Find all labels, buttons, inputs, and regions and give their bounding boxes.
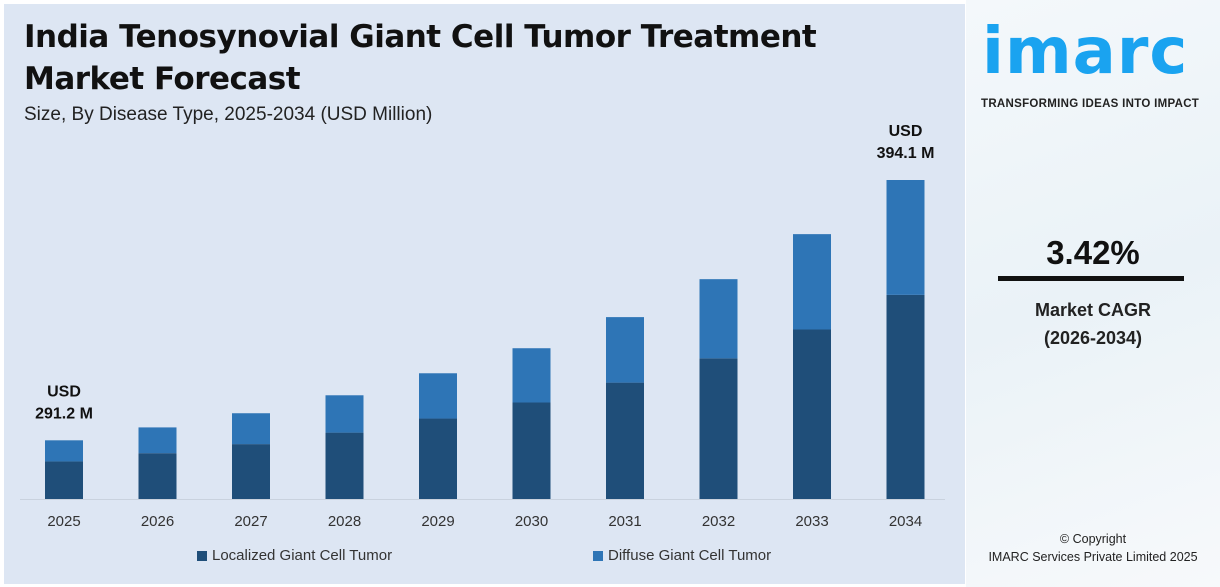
chart-subtitle: Size, By Disease Type, 2025-2034 (USD Mi…: [24, 104, 433, 125]
total-annotation: USD: [889, 123, 923, 140]
x-tick-label: 2028: [328, 513, 361, 530]
bar-localized-2026: [138, 453, 177, 499]
cagr-period: (2026-2034): [1043, 328, 1143, 348]
bar-diffuse-2026: [138, 427, 177, 454]
side-panel: imarc TRANSFORMING IDEAS INTO IMPACT 3.4…: [966, 0, 1220, 587]
bar-localized-2032: [699, 358, 738, 499]
total-annotation: USD: [47, 383, 81, 400]
copyright: © Copyright IMARC Services Private Limit…: [966, 530, 1220, 566]
imarc-logo: imarc: [982, 15, 1189, 89]
x-tick-label: 2030: [515, 513, 548, 530]
legend-item-localized: Localized Giant Cell Tumor: [197, 547, 392, 564]
legend-item-diffuse: Diffuse Giant Cell Tumor: [593, 547, 771, 564]
legend-swatch: [197, 550, 207, 561]
x-tick-label: 2027: [234, 513, 267, 530]
bar-localized-2029: [419, 418, 457, 499]
legend-label: Localized Giant Cell Tumor: [212, 547, 393, 564]
bar-localized-2034: [886, 294, 925, 499]
bar-diffuse-2030: [512, 348, 551, 403]
legend-label: Diffuse Giant Cell Tumor: [608, 547, 772, 564]
x-tick-label: 2029: [421, 513, 454, 530]
bar-diffuse-2027: [232, 413, 270, 445]
x-tick-label: 2032: [702, 513, 735, 530]
bar-diffuse-2033: [793, 234, 831, 330]
bar-diffuse-2028: [325, 395, 364, 433]
x-tick-label: 2031: [608, 513, 641, 530]
bar-localized-2030: [512, 402, 551, 499]
cagr-value: 3.42%: [1046, 234, 1140, 271]
copyright-text: © Copyright: [1059, 532, 1127, 546]
bar-localized-2033: [793, 329, 831, 499]
bar-diffuse-2034: [886, 180, 925, 295]
stacked-bar-chart: 2025 USD 291.2 M 2026 2027 2028 2029 2030 2031 20…: [20, 123, 945, 530]
total-annotation: 394.1 M: [877, 145, 935, 162]
bar-diffuse-2025: [45, 440, 83, 462]
chart-title: India Tenosynovial Giant Cell Tumor Trea…: [24, 19, 817, 97]
bar-diffuse-2031: [606, 317, 644, 383]
legend-swatch: [593, 550, 603, 561]
x-tick-label: 2025: [47, 513, 80, 530]
x-tick-label: 2026: [141, 513, 174, 530]
x-tick-label: 2033: [795, 513, 828, 530]
company-name: IMARC Services Private Limited 2025: [988, 550, 1198, 564]
bar-localized-2025: [45, 461, 83, 499]
bar-diffuse-2029: [419, 373, 457, 419]
cagr-label-text: Market CAGR: [1034, 300, 1152, 320]
cagr-label: Market CAGR (2026-2034): [966, 296, 1220, 352]
x-tick-label: 2034: [889, 513, 922, 530]
total-annotation: 291.2 M: [35, 405, 93, 422]
bar-localized-2027: [232, 444, 270, 499]
bar-diffuse-2032: [699, 279, 738, 359]
divider: [998, 276, 1184, 281]
bar-localized-2028: [325, 432, 364, 499]
tagline: TRANSFORMING IDEAS INTO IMPACT: [981, 98, 1200, 110]
bar-localized-2031: [606, 382, 644, 499]
